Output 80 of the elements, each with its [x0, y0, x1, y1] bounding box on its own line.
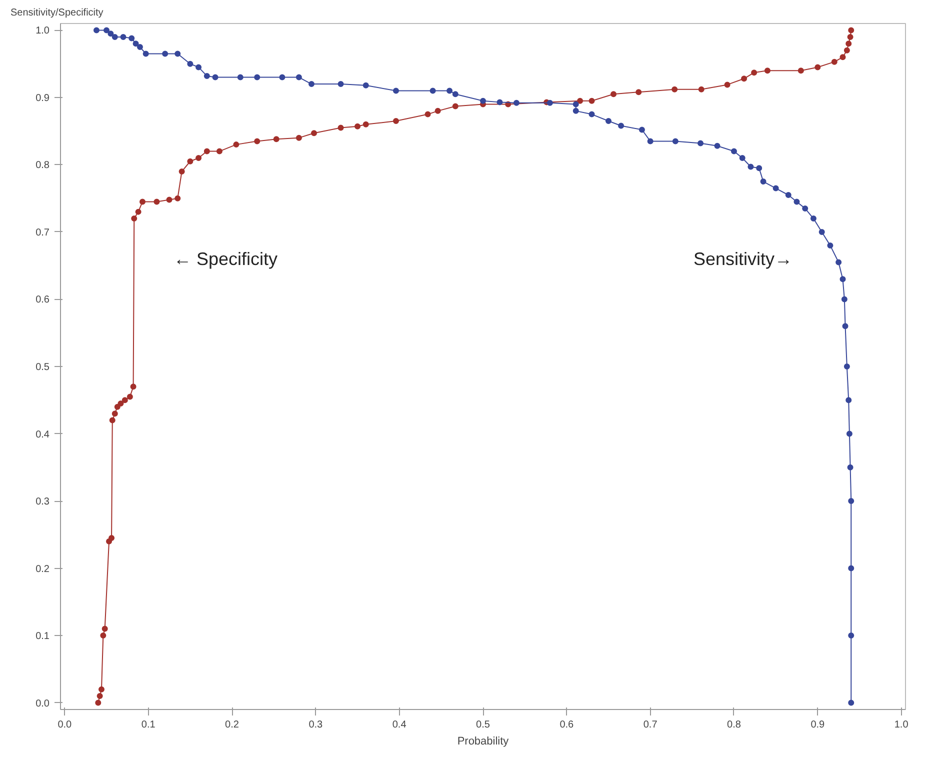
- point: [392, 118, 399, 124]
- point: [840, 54, 846, 60]
- series-label: Sensitivity→: [694, 248, 793, 269]
- point: [846, 40, 852, 47]
- point: [174, 195, 181, 202]
- x-tick-label: 0.3: [308, 720, 324, 730]
- point: [109, 417, 116, 424]
- point: [724, 82, 730, 88]
- y-tick-label: 0.6: [36, 294, 50, 306]
- y-tick-label: 0.8: [36, 160, 50, 172]
- x-tick-label: 0.8: [727, 720, 742, 730]
- y-tick-label: 0.1: [36, 631, 50, 642]
- point: [424, 111, 431, 118]
- point: [114, 404, 120, 410]
- point: [204, 148, 210, 154]
- x-tick-label: 0.9: [810, 720, 826, 730]
- point: [166, 196, 172, 203]
- point: [798, 68, 804, 74]
- point: [139, 198, 146, 205]
- point: [814, 64, 821, 70]
- y-tick-label: 0.9: [36, 92, 50, 104]
- x-tick-label: 0.4: [392, 720, 407, 730]
- y-axis-title: Sensitivity/Specificity: [10, 8, 104, 18]
- point: [848, 27, 854, 34]
- x-tick-label: 0.6: [560, 720, 574, 730]
- x-tick-label: 0.0: [58, 720, 72, 730]
- point: [187, 158, 194, 164]
- point: [844, 47, 850, 54]
- y-tick-label: 0.7: [36, 227, 50, 238]
- point: [847, 34, 854, 40]
- point: [102, 626, 108, 632]
- x-tick-label: 0.7: [643, 720, 658, 730]
- point: [338, 124, 344, 131]
- point: [196, 155, 202, 162]
- point: [126, 394, 133, 400]
- point: [273, 136, 280, 142]
- x-tick-label: 0.2: [225, 720, 240, 730]
- text: ← Specificity: [173, 248, 278, 269]
- point: [354, 123, 361, 130]
- x-axis-title: Probability: [457, 736, 510, 748]
- point: [296, 134, 302, 141]
- point: [698, 86, 704, 92]
- point: [178, 168, 185, 174]
- x-tick-label: 1.0: [894, 720, 909, 730]
- point: [98, 686, 104, 692]
- point: [636, 89, 642, 96]
- y-tick-label: 0.5: [36, 362, 50, 373]
- point: [154, 198, 160, 205]
- point: [610, 91, 617, 98]
- point: [672, 86, 678, 92]
- x-tick-label: 0.1: [141, 720, 156, 730]
- y-tick-label: 0.3: [36, 496, 50, 508]
- point: [135, 208, 142, 215]
- point: [216, 148, 222, 154]
- point: [434, 108, 441, 114]
- x-tick-label: 0.5: [476, 720, 490, 730]
- point: [130, 384, 136, 390]
- point: [751, 70, 758, 76]
- y-tick-label: 0.4: [36, 429, 50, 440]
- point: [452, 103, 458, 110]
- point: [362, 121, 369, 128]
- point: [831, 58, 838, 65]
- point: [254, 138, 260, 144]
- point: [233, 142, 240, 148]
- point: [118, 400, 124, 406]
- y-tick-label: 0.2: [36, 564, 50, 575]
- point: [100, 632, 106, 639]
- point: [588, 98, 595, 104]
- point: [764, 68, 770, 74]
- point: [122, 397, 128, 404]
- y-tick-label: 0.0: [36, 698, 50, 710]
- point: [95, 700, 102, 706]
- y-tick-label: 1.0: [36, 26, 50, 37]
- point: [96, 693, 103, 700]
- point: [112, 410, 118, 417]
- point: [131, 216, 138, 222]
- point: [741, 76, 748, 82]
- point: [311, 130, 317, 136]
- point: [577, 98, 584, 104]
- point: [108, 535, 115, 541]
